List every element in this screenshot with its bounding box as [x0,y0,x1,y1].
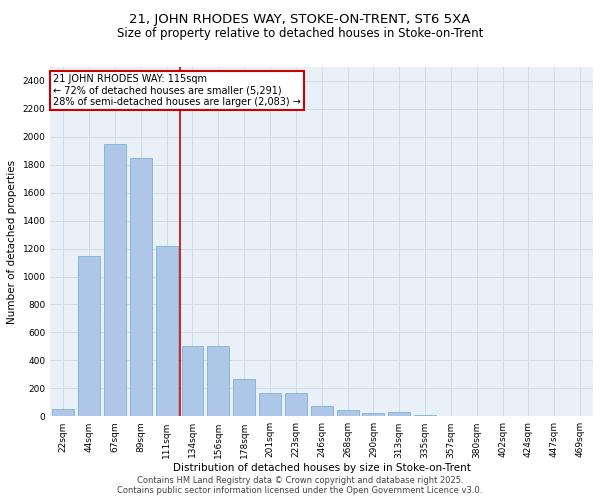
Bar [182,346,203,416]
Bar [414,415,436,416]
Text: 21 JOHN RHODES WAY: 115sqm
← 72% of detached houses are smaller (5,291)
28% of s: 21 JOHN RHODES WAY: 115sqm ← 72% of deta… [53,74,301,107]
Y-axis label: Number of detached properties: Number of detached properties [7,160,17,324]
Text: Size of property relative to detached houses in Stoke-on-Trent: Size of property relative to detached ho… [117,28,483,40]
Bar [208,346,229,416]
Text: Contains HM Land Registry data © Crown copyright and database right 2025.
Contai: Contains HM Land Registry data © Crown c… [118,476,482,495]
Bar [233,378,255,416]
Bar [130,158,152,416]
Bar [388,412,410,416]
Bar [311,406,332,416]
Bar [337,410,359,416]
X-axis label: Distribution of detached houses by size in Stoke-on-Trent: Distribution of detached houses by size … [173,463,470,473]
Bar [285,392,307,416]
Text: 21, JOHN RHODES WAY, STOKE-ON-TRENT, ST6 5XA: 21, JOHN RHODES WAY, STOKE-ON-TRENT, ST6… [130,12,470,26]
Bar [104,144,126,416]
Bar [259,392,281,416]
Bar [362,413,385,416]
Bar [155,246,178,416]
Bar [52,410,74,416]
Bar [78,256,100,416]
